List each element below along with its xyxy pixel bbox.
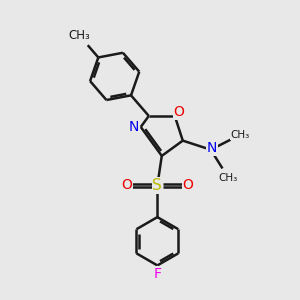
Text: O: O	[182, 178, 193, 192]
Text: O: O	[122, 178, 133, 192]
Text: CH₃: CH₃	[231, 130, 250, 140]
Text: N: N	[207, 141, 217, 155]
Text: CH₃: CH₃	[69, 29, 91, 42]
Text: O: O	[174, 105, 184, 119]
Text: S: S	[152, 178, 162, 193]
Text: CH₃: CH₃	[219, 173, 238, 183]
Text: F: F	[153, 267, 161, 281]
Text: N: N	[129, 120, 140, 134]
